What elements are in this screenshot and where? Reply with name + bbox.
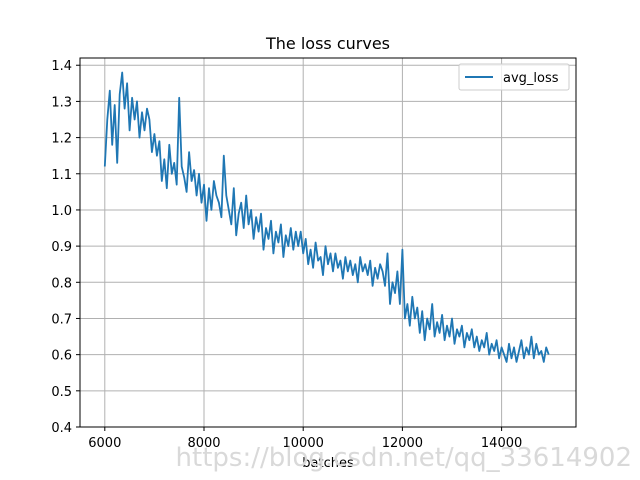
y-tick-label-10: 1.4: [51, 59, 72, 74]
y-tick-label-7: 1.1: [51, 168, 72, 183]
y-tick-label-0: 0.4: [51, 421, 72, 436]
watermark-text: https://blog.csdn.net/qq_33614902: [176, 443, 632, 473]
y-tick-label-9: 1.3: [51, 95, 72, 110]
x-tick-label-0: 6000: [88, 436, 121, 451]
y-tick-label-1: 0.5: [51, 385, 72, 400]
y-tick-label-5: 0.9: [51, 240, 72, 255]
x-axis-label: batches: [302, 456, 354, 471]
y-tick-label-8: 1.2: [51, 132, 72, 147]
series-layer: [103, 71, 550, 363]
x-tick-label-4: 14000: [481, 436, 522, 451]
legend-box: [458, 63, 570, 91]
chart-title: The loss curves: [265, 34, 390, 53]
y-axis: 0.4 0.5 0.6 0.7 0.8 0.9 1.0 1.1 1.2 1.3 1.4: [51, 59, 80, 436]
x-axis: 6000 8000 10000 12000 14000: [88, 427, 522, 451]
y-tick-label-6: 1.0: [51, 204, 72, 219]
grid-lines: [80, 58, 576, 428]
series-line-0: [103, 71, 550, 363]
y-tick-label-4: 0.8: [51, 276, 72, 291]
y-tick-label-2: 0.6: [51, 349, 72, 364]
x-tick-label-2: 10000: [283, 436, 324, 451]
x-tick-label-3: 12000: [382, 436, 423, 451]
plot-frame: [79, 57, 577, 428]
y-tick-label-3: 0.7: [51, 312, 72, 327]
legend: avg_loss: [458, 63, 570, 91]
x-tick-label-1: 8000: [187, 436, 220, 451]
legend-label-avg-loss: avg_loss: [503, 71, 559, 86]
